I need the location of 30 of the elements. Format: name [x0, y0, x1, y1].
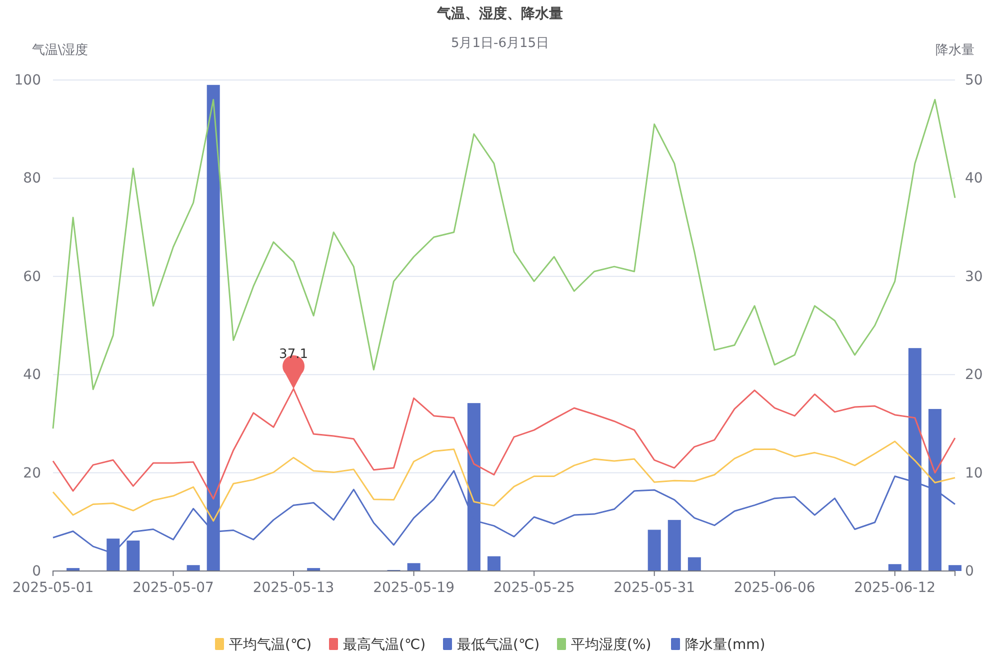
y-tick-label: 100	[14, 72, 41, 88]
y2-tick-label: 50	[965, 72, 983, 88]
y2-tick-label: 30	[965, 268, 983, 285]
x-tick-label: 2025-06-12	[854, 580, 936, 596]
chart-title: 气温、湿度、降水量	[436, 5, 563, 22]
y-tick-label: 40	[23, 367, 41, 384]
x-tick-label: 2025-05-01	[12, 580, 94, 596]
y2-tick-label: 10	[965, 465, 983, 482]
x-tick-label: 2025-05-19	[373, 580, 454, 596]
y-axis-title: 气温\湿度	[32, 42, 88, 58]
y-tick-label: 80	[23, 170, 41, 187]
x-tick-label: 2025-05-07	[132, 580, 214, 596]
x-tick-label: 2025-06-06	[734, 580, 816, 596]
legend-label: 降水量(mm)	[685, 637, 766, 653]
legend-label: 最高气温(℃)	[343, 637, 426, 653]
y-tick-label: 0	[32, 563, 41, 580]
legend-label: 平均湿度(%)	[571, 637, 652, 653]
y2-tick-label: 20	[965, 367, 983, 384]
y2-axis-title: 降水量	[936, 43, 974, 58]
x-tick-label: 2025-05-31	[614, 580, 696, 596]
y2-tick-label: 0	[965, 563, 974, 580]
legend-label: 平均气温(℃)	[229, 637, 312, 653]
x-tick-label: 2025-05-13	[252, 580, 334, 596]
y2-tick-label: 40	[965, 170, 983, 187]
y-tick-label: 60	[23, 268, 41, 285]
x-tick-label: 2025-05-25	[493, 580, 575, 596]
y-tick-label: 20	[23, 465, 41, 482]
legend-label: 最低气温(℃)	[457, 637, 540, 653]
chart-subtitle: 5月1日-6月15日	[450, 36, 550, 51]
annotation: 37.1	[279, 346, 308, 362]
